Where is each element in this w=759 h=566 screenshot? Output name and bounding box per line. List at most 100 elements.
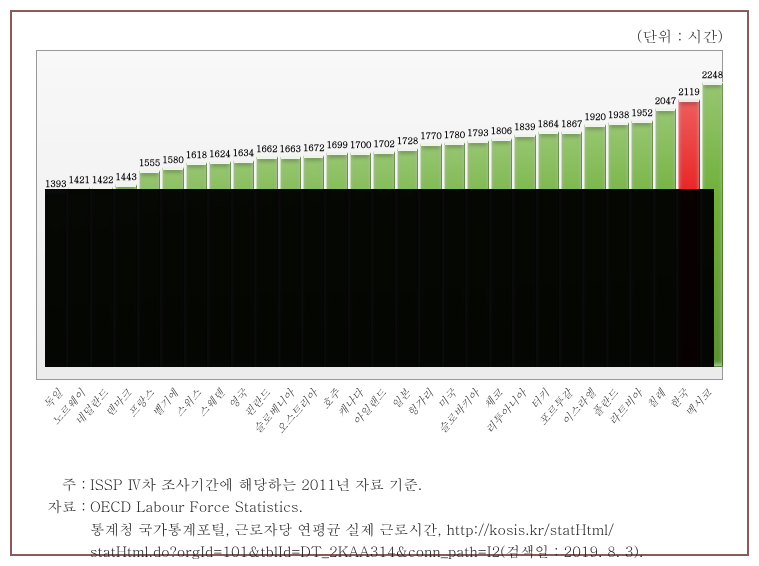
bar-value-label: 1780 [444, 128, 465, 141]
bar-rect [420, 143, 441, 367]
bar-col: 1952 [631, 63, 652, 367]
bar-value-label: 1702 [373, 137, 394, 150]
bar-rect [115, 184, 136, 367]
bar-rect [655, 108, 676, 367]
bar-value-label: 1580 [162, 153, 183, 166]
bar-value-label: 2119 [678, 85, 699, 98]
x-label-slot: 벨기에 [160, 382, 181, 470]
bar-rect [92, 187, 113, 367]
bar-col: 1672 [303, 63, 324, 367]
bar-rect [702, 82, 723, 367]
x-label-slot: 슬로바키아 [462, 382, 483, 470]
bar-value-label: 1938 [608, 108, 629, 121]
x-label-slot: 오스트리아 [299, 382, 320, 470]
x-label-slot: 이스라엘 [578, 382, 599, 470]
bar-value-label: 1839 [514, 120, 535, 133]
bar-value-label: 1443 [115, 170, 136, 183]
bar-value-label: 1662 [256, 142, 277, 155]
bar-col: 1443 [115, 63, 136, 367]
x-label-slot: 아일랜드 [369, 382, 390, 470]
bar-col: 1422 [92, 63, 113, 367]
bar-col: 2047 [655, 63, 676, 367]
bar-rect [45, 191, 66, 367]
bar-value-label: 1700 [350, 138, 371, 151]
bar-rect [233, 160, 254, 367]
outer-frame: (단위 : 시간) 139314211422144315551580161816… [10, 10, 749, 556]
bar-value-label: 1952 [631, 106, 652, 119]
bar-col: 1618 [186, 63, 207, 367]
bar-col: 1624 [209, 63, 230, 367]
x-label-slot: 네덜란드 [90, 382, 111, 470]
bar-col: 2119 [678, 63, 699, 367]
bar-rect [350, 152, 371, 367]
notes-block: 주 : ISSP Ⅳ차 조사기간에 해당하는 2011년 자료 기준. 자료 :… [44, 474, 723, 564]
bar-rect [397, 148, 418, 367]
bar-col: 1728 [397, 63, 418, 367]
bar-rect [538, 131, 559, 367]
bar-col: 1393 [45, 63, 66, 367]
bar-value-label: 1663 [280, 142, 301, 155]
x-label-slot: 스웨덴 [206, 382, 227, 470]
bar-value-label: 1422 [92, 173, 113, 186]
source-line-3: statHtml.do?orgId=101&tblId=DT_2KAA314&c… [44, 541, 723, 563]
bar-value-label: 1864 [538, 117, 559, 130]
bar-col: 1806 [491, 63, 512, 367]
bar-rect [631, 120, 652, 367]
x-label-slot: 리투아니아 [508, 382, 529, 470]
chart-frame: 1393142114221443155515801618162416341662… [36, 50, 723, 380]
bar-col: 1663 [280, 63, 301, 367]
source-label: 자료 : [44, 496, 90, 518]
x-label-text: 칠레 [643, 386, 669, 412]
bar-value-label: 1806 [491, 124, 512, 137]
bar-rect [256, 156, 277, 367]
bar-rect [608, 122, 629, 367]
bar-rect [467, 140, 488, 367]
bar-rect [491, 138, 512, 367]
bars-area: 1393142114221443155515801618162416341662… [45, 63, 714, 367]
bar-rect [209, 161, 230, 367]
bar-rect [162, 167, 183, 367]
bar-value-label: 2248 [702, 68, 723, 81]
bar-value-label: 1728 [397, 134, 418, 147]
bar-col: 1421 [68, 63, 89, 367]
bar-rect [373, 151, 394, 367]
bar-rect [326, 152, 347, 367]
bar-col: 1920 [584, 63, 605, 367]
bar-value-label: 1672 [303, 141, 324, 154]
x-label-slot: 호주 [322, 382, 343, 470]
bar-value-label: 1634 [233, 146, 254, 159]
x-label-slot: 스위스 [183, 382, 204, 470]
bar-value-label: 1770 [420, 129, 441, 142]
bar-rect-highlight [678, 99, 699, 367]
x-label-slot: 터키 [531, 382, 552, 470]
bar-col: 1780 [444, 63, 465, 367]
x-axis: 독일노르웨이네덜란드덴마크프랑스벨기에스위스스웨덴영국핀란드슬로베니아오스트리아… [36, 382, 723, 470]
bar-rect [561, 131, 582, 367]
note-label: 주 : [44, 474, 90, 496]
bar-rect [514, 134, 535, 367]
bar-col: 1770 [420, 63, 441, 367]
x-label-slot: 멕시코 [694, 382, 715, 470]
bar-rect [68, 187, 89, 367]
bar-col: 1580 [162, 63, 183, 367]
bar-rect [584, 124, 605, 367]
x-label-slot: 한국 [670, 382, 691, 470]
bar-col: 1702 [373, 63, 394, 367]
x-label-slot: 헝가리 [415, 382, 436, 470]
bar-col: 1662 [256, 63, 277, 367]
x-label-slot: 노르웨이 [67, 382, 88, 470]
bar-col: 1839 [514, 63, 535, 367]
bar-value-label: 2047 [655, 94, 676, 107]
bar-value-label: 1421 [68, 173, 89, 186]
unit-label: (단위 : 시간) [637, 26, 723, 47]
bar-value-label: 1920 [584, 110, 605, 123]
bar-col: 1700 [350, 63, 371, 367]
bar-col: 2248 [702, 63, 723, 367]
x-label-slot: 칠레 [647, 382, 668, 470]
bar-rect [444, 142, 465, 367]
x-axis-labels: 독일노르웨이네덜란드덴마크프랑스벨기에스위스스웨덴영국핀란드슬로베니아오스트리아… [44, 382, 715, 470]
bar-col: 1867 [561, 63, 582, 367]
source-line-2: 통계청 국가통계포털, 근로자당 연평균 실제 근로시간, http://kos… [44, 519, 723, 541]
x-label-slot: 영국 [230, 382, 251, 470]
source-line-1: OECD Labour Force Statistics. [90, 496, 723, 518]
